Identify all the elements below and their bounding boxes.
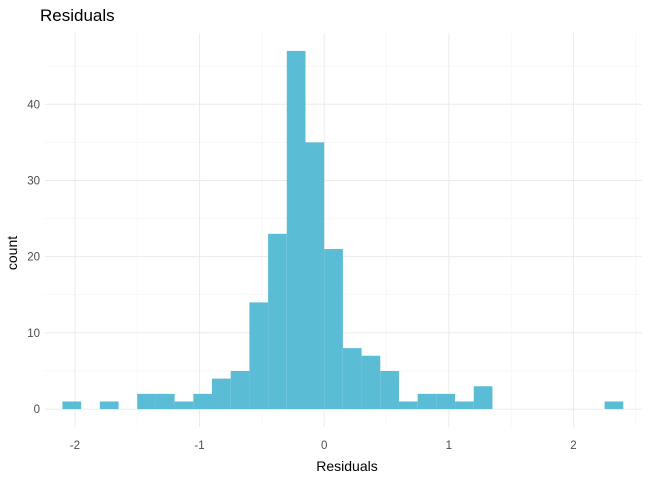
histogram-bar — [155, 393, 175, 410]
histogram-bar — [398, 401, 418, 410]
histogram-bar — [436, 393, 456, 410]
x-axis-title: Residuals — [316, 458, 377, 474]
histogram-bar — [212, 378, 231, 410]
histogram-bar — [193, 393, 213, 410]
histogram-bar — [417, 393, 437, 410]
histogram-bar — [380, 370, 399, 410]
y-axis-ticks: 0 10 20 30 40 — [27, 99, 40, 416]
y-tick-label: 0 — [34, 404, 40, 416]
x-tick-label: 0 — [321, 440, 327, 452]
x-axis-ticks: -2 -1 0 1 2 — [70, 440, 577, 452]
grid-lines — [45, 33, 642, 427]
x-tick-label: -1 — [194, 440, 204, 452]
histogram-bar — [455, 401, 474, 410]
x-tick-label: 2 — [570, 440, 576, 452]
y-tick-label: 40 — [27, 99, 40, 111]
histogram-bars — [62, 50, 624, 410]
histogram-bar — [174, 401, 194, 410]
y-axis-title: count — [4, 236, 20, 270]
histogram-bar — [62, 401, 82, 410]
histogram-bar — [342, 348, 362, 410]
histogram-bar — [99, 401, 119, 410]
histogram-bar — [268, 233, 287, 410]
chart-title: Residuals — [40, 6, 115, 25]
histogram-bar — [361, 355, 381, 410]
y-tick-label: 10 — [27, 328, 40, 340]
x-tick-label: 1 — [446, 440, 452, 452]
y-tick-label: 30 — [27, 175, 40, 187]
histogram-bar — [473, 386, 493, 410]
histogram-bar — [604, 401, 624, 410]
histogram-bar — [249, 302, 269, 410]
histogram-bar — [286, 50, 306, 410]
histogram-bar — [230, 370, 250, 410]
histogram-bar — [137, 393, 156, 410]
histogram-bar — [324, 249, 343, 410]
y-tick-label: 20 — [27, 252, 40, 264]
histogram-bar — [305, 142, 325, 410]
x-tick-label: -2 — [70, 440, 80, 452]
